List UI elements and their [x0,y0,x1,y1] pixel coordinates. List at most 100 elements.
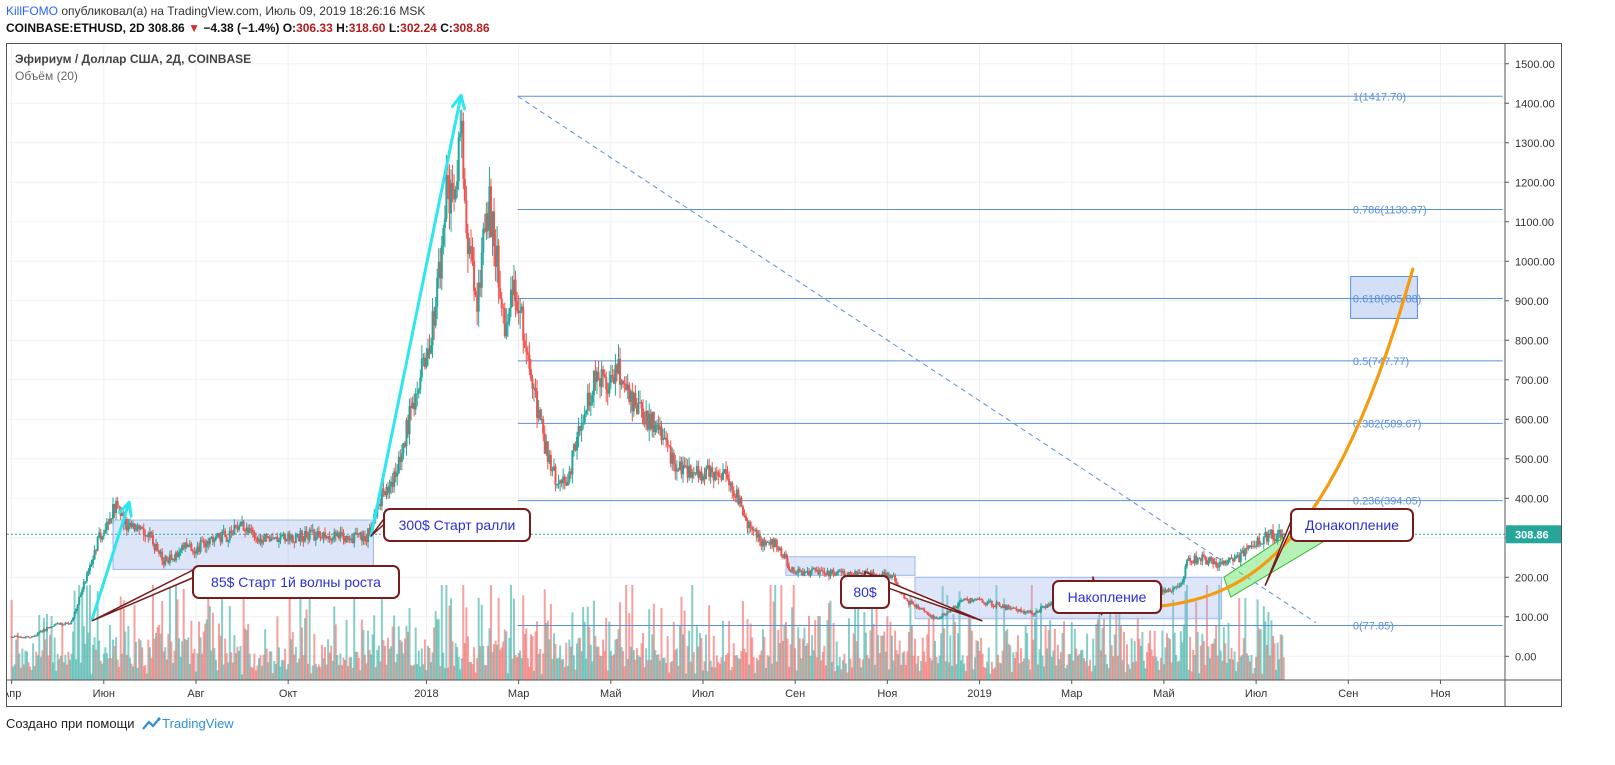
price-chart[interactable]: 1(1417.70)0.786(1130.97)0.618(905.88)0.5… [7,44,1561,706]
candle-body [1027,611,1030,613]
candle-body [489,186,492,237]
candle-body [579,426,582,431]
candle-body [433,311,436,326]
candle-body [30,636,33,638]
volume-bar [84,643,87,680]
candle-body [933,617,936,619]
arrow-head-icon [451,93,466,111]
growth-arrow[interactable] [369,93,463,538]
candle-body [1276,533,1279,541]
candle-body [500,298,503,308]
candle-body [211,536,214,543]
candle-body [127,525,130,531]
candle-body [1245,548,1248,550]
volume-bar [943,628,946,680]
x-tick-label: Апр [7,688,21,700]
volume-bar [858,658,861,680]
volume-bar [1067,653,1070,680]
volume-bar [749,623,752,680]
x-tick-label: Авг [187,688,204,700]
author-link[interactable]: KillFOMO [6,4,58,18]
candle-body [517,310,520,313]
volume-bar [462,585,465,680]
volume-bar [1239,656,1242,680]
volume-bar [476,658,479,680]
volume-bar [139,640,142,680]
volume-bar [508,637,511,680]
chart-frame[interactable]: 1(1417.70) 0.786(1130.97) 0.618(905.88) 0.5… [6,43,1562,707]
candle-body [1261,543,1264,545]
candle-body [829,571,832,577]
volume-bar [769,585,772,680]
volume-bar [291,632,294,680]
volume-bar [1165,633,1168,680]
volume-bar [1135,661,1138,680]
volume-bar [156,626,159,680]
candle-body [635,405,638,414]
created-with-text: Создано при помощи [6,716,135,731]
candle-body [1236,555,1239,557]
candle-body [1023,610,1026,614]
volume-bar [460,658,463,680]
trend-line[interactable] [517,95,1317,624]
callout-3[interactable]: Накопление [1052,576,1162,616]
volume-bar [757,660,760,680]
volume-bar [1015,651,1018,680]
candle-body [201,540,204,542]
volume-bar [194,671,197,680]
candle-body [385,486,388,496]
volume-bar [701,670,704,680]
volume-bar [213,648,216,680]
volume-bar [525,628,528,680]
candle-body [82,581,85,590]
candle-body [428,348,431,354]
symbol-name: COINBASE:ETHUSD, 2D [6,21,145,35]
candle-body [139,527,142,530]
candle-body [508,308,511,322]
volume-bar [883,631,886,680]
callout-box [192,565,400,599]
candle-body [360,532,363,542]
parabolic-curve[interactable] [1072,267,1415,611]
volume-bar [1185,585,1188,680]
callouts[interactable]: 85$ Старт 1й волны роста 300$ Старт ралли… [91,508,1414,622]
volume-bar [1093,665,1096,680]
candle-body [1244,548,1247,557]
volume-bar [22,664,25,680]
candle-body [1020,609,1023,612]
trend-line[interactable] [517,95,1317,624]
candle-body [789,570,792,573]
callout-1[interactable]: 300$ Старт ралли [370,508,531,542]
volume-bar [155,632,158,680]
volume-bar [81,592,84,680]
callout-4[interactable]: Донакопление [1264,508,1414,586]
x-tick-label: Июл [692,688,714,700]
volume-bar [626,658,629,680]
candle-body [52,626,55,628]
volume-bar [823,645,826,680]
candle-body [1233,558,1236,562]
volume-bar [929,657,932,680]
volume-bar [482,645,485,680]
candle-body [943,613,946,615]
candle-body [1035,610,1038,614]
volume-bar [33,666,36,680]
candle-body [735,489,738,498]
candle-body [108,518,111,524]
fibonacci-retracement[interactable]: 1(1417.70)0.786(1130.97)0.618(905.88)0.5… [517,91,1503,633]
volume-bar [1142,660,1145,680]
growth-arrow[interactable] [90,500,131,621]
volume-bar [52,662,55,680]
candle-body [259,538,262,544]
volume-bar [506,673,509,680]
candle-body [477,282,480,312]
volume-bar [208,606,211,680]
candle-body [923,609,926,612]
volume-bar [904,664,907,680]
candle-body [256,538,259,542]
callout-0[interactable]: 85$ Старт 1й волны роста [91,565,400,622]
y-tick-label: 1300.00 [1515,138,1555,150]
volume-bar [738,658,741,680]
tradingview-link[interactable]: TradingView [162,716,234,731]
callout-2[interactable]: 80$ [840,571,983,622]
